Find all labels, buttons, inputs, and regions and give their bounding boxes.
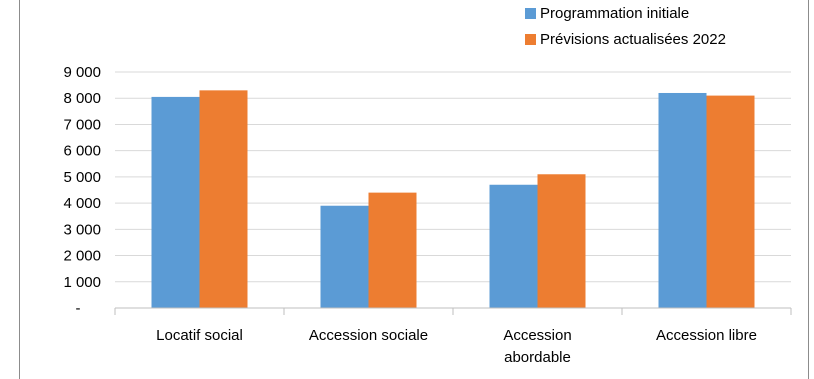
bar-programmation-initiale-1 (320, 205, 369, 308)
y-tick-label: 1 000 (63, 274, 101, 291)
x-category-label: Accession libre (656, 327, 757, 344)
legend-label: Programmation initiale (540, 5, 689, 22)
x-category-label: Locatif social (156, 327, 243, 344)
y-tick-label: - (76, 300, 81, 317)
y-axis-tick-labels: - 1 000 2 000 3 000 4 000 5 000 6 000 7 000 8 00… (63, 64, 101, 317)
y-tick-label: 3 000 (63, 221, 101, 238)
bar-previsions-actualisees-1 (368, 192, 417, 308)
x-axis (114, 307, 792, 315)
x-category-label: abordable (504, 349, 571, 366)
legend-swatch (525, 8, 536, 19)
y-tick-label: 5 000 (63, 169, 101, 186)
bar-previsions-actualisees-2 (537, 174, 586, 308)
x-category-label: Accession sociale (309, 327, 428, 344)
y-tick-label: 4 000 (63, 195, 101, 212)
x-category-label: Accession (503, 327, 571, 344)
y-tick-label: 2 000 (63, 248, 101, 265)
bar-previsions-actualisees-3 (706, 95, 755, 308)
y-tick-label: 6 000 (63, 143, 101, 160)
bar-programmation-initiale-0 (151, 96, 200, 309)
y-tick-label: 8 000 (63, 90, 101, 107)
bar-programmation-initiale-2 (489, 184, 538, 308)
y-tick-label: 9 000 (63, 64, 101, 81)
frame-right-border (808, 0, 809, 379)
legend-label: Prévisions actualisées 2022 (540, 31, 726, 48)
x-axis-tick-labels: Locatif social Accession sociale Accession… (156, 327, 757, 366)
legend: Programmation initiale Prévisions actuali… (525, 5, 726, 48)
frame-left-border (19, 0, 20, 379)
y-tick-label: 7 000 (63, 116, 101, 133)
bar-programmation-initiale-3 (658, 92, 707, 308)
bars (151, 90, 755, 309)
legend-swatch (525, 34, 536, 45)
bar-previsions-actualisees-0 (199, 90, 248, 308)
